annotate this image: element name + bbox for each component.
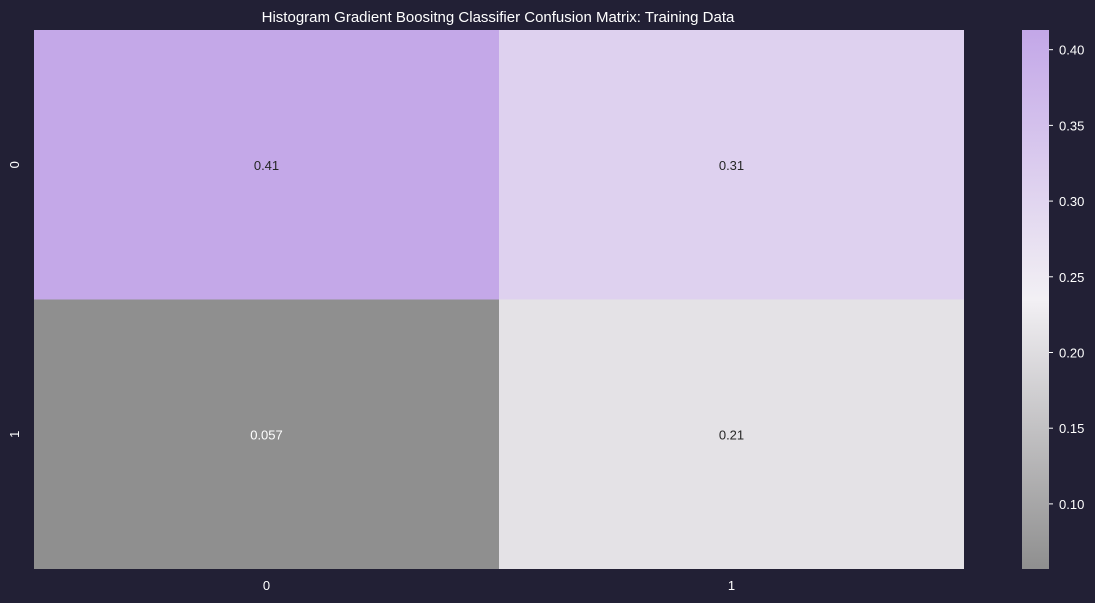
y-tick-label: 1: [7, 431, 22, 438]
cell-annotations: 0.41 0.31 0.057 0.21: [250, 158, 744, 443]
x-tick-label: 0: [263, 578, 270, 593]
colorbar-tick-label: 0.30: [1059, 194, 1084, 209]
chart-title: Histogram Gradient Boositng Classifier C…: [262, 9, 735, 26]
colorbar: [1022, 30, 1049, 569]
colorbar-tick-label: 0.15: [1059, 421, 1084, 436]
colorbar-tick-label: 0.20: [1059, 345, 1084, 360]
heatmap-cell: [34, 299, 499, 569]
colorbar-tick-label: 0.25: [1059, 270, 1084, 285]
colorbar-ticks: 0.10 0.15 0.20 0.25 0.30 0.35 0.40: [1049, 43, 1084, 512]
heatmap-cells: [34, 30, 964, 569]
heatmap-cell: [499, 30, 964, 300]
cell-annotation: 0.41: [254, 158, 279, 173]
x-tick-label: 1: [728, 578, 735, 593]
cell-annotation: 0.31: [719, 158, 744, 173]
heatmap-cell: [34, 30, 499, 300]
heatmap-cell: [499, 299, 964, 569]
cell-annotation: 0.21: [719, 427, 744, 442]
colorbar-tick-label: 0.10: [1059, 497, 1084, 512]
colorbar-tick-label: 0.35: [1059, 118, 1084, 133]
colorbar-tick-label: 0.40: [1059, 43, 1084, 58]
cell-annotation: 0.057: [250, 427, 283, 442]
y-tick-label: 0: [7, 161, 22, 168]
y-axis-tick-labels: 01: [7, 161, 22, 438]
